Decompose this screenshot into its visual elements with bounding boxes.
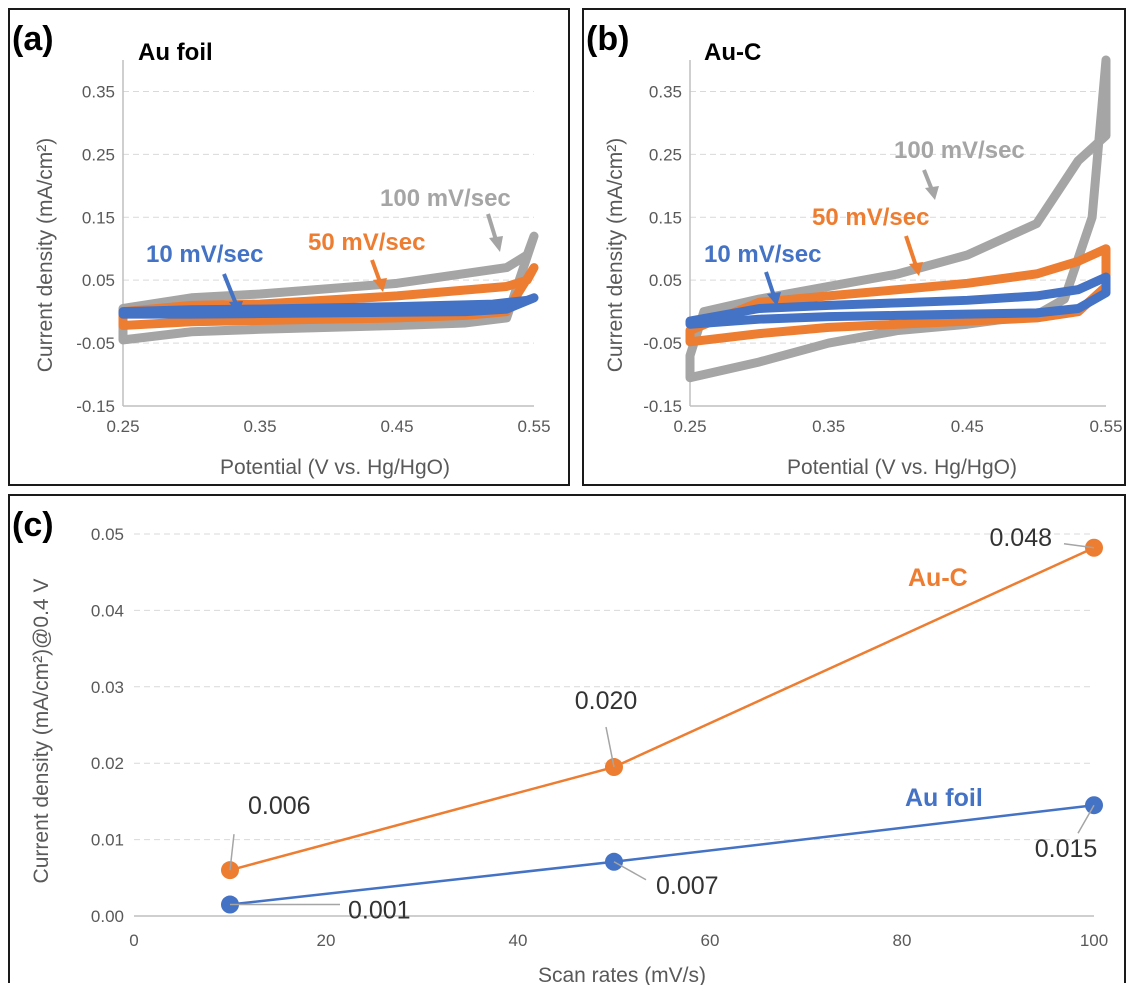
x-tick-label-b: 0.45	[951, 417, 984, 436]
arrow-10mv-a	[222, 273, 238, 305]
x-tick-label-a: 0.35	[243, 417, 276, 436]
chart-scan-rate: (c) 0.00 0.01 0.02 0.03 0.04 0.05 0 20 40 60 80 10…	[12, 506, 1108, 985]
chart-au-foil: (a) Au foil -0.15 -0.05 0.05 0.15 0.25 0.35 0…	[12, 20, 551, 479]
panel-letter-b: (b)	[586, 20, 629, 58]
arrow-100mv-a	[486, 213, 498, 241]
x-tick-label-b: 0.25	[673, 417, 706, 436]
x-axis-title-b: Potential (V vs. Hg/HgO)	[787, 456, 1017, 479]
y-tick-label-c: 0.04	[91, 601, 124, 620]
annotation-10mv-b: 10 mV/sec	[704, 241, 821, 268]
y-tick-label-b: 0.35	[649, 82, 682, 101]
series-50mvsec-b	[685, 244, 1111, 347]
data-point-au-c	[605, 758, 623, 777]
chart-title-b: Au-C	[704, 39, 761, 66]
series-label-au-c: Au-C	[908, 564, 968, 592]
panel-c: (c) 0.00 0.01 0.02 0.03 0.04 0.05 0 20 40 60 80 10…	[8, 494, 1126, 985]
y-tick-label-c: 0.03	[91, 678, 124, 697]
data-label: 0.007	[656, 872, 719, 900]
annotation-10mv-a: 10 mV/sec	[146, 241, 263, 268]
y-tick-label-b: 0.15	[649, 208, 682, 227]
data-point-au-c	[221, 861, 239, 880]
y-tick-label-b: -0.15	[643, 397, 682, 416]
chart-au-c: (b) Au-C -0.15 -0.05 0.05 0.15 0.25 0.35 0.25…	[586, 20, 1123, 479]
x-axis-title-c: Scan rates (mV/s)	[538, 964, 706, 985]
y-tick-label-a: 0.35	[82, 82, 115, 101]
y-tick-label-c: 0.00	[91, 907, 124, 926]
x-tick-label-a: 0.25	[106, 417, 139, 436]
arrowhead-50mv-a	[373, 278, 387, 292]
data-label-leader	[613, 861, 647, 881]
x-tick-label-c: 0	[129, 931, 138, 950]
y-tick-label-b: 0.25	[649, 145, 682, 164]
y-axis-title-c: Current density (mA/cm²)@0.4 V	[30, 579, 53, 884]
panel-letter-c: (c)	[12, 506, 54, 544]
y-tick-label-c: 0.01	[91, 831, 124, 850]
arrow-50mv-a	[370, 259, 382, 283]
panel-letter-a: (a)	[12, 20, 54, 58]
arrow-10mv-b	[764, 271, 776, 297]
panel-b: (b) Au-C -0.15 -0.05 0.05 0.15 0.25 0.35 0.25…	[582, 8, 1126, 486]
arrowhead-50mv-b	[909, 262, 923, 276]
y-tick-label-a: 0.25	[82, 145, 115, 164]
x-tick-label-a: 0.55	[517, 417, 550, 436]
annotation-100mv-b: 100 mV/sec	[894, 137, 1025, 164]
y-tick-label-c: 0.02	[91, 754, 124, 773]
data-label: 0.048	[989, 524, 1052, 552]
data-label-leader	[1063, 543, 1095, 549]
x-tick-label-c: 40	[509, 931, 528, 950]
annotation-100mv-a: 100 mV/sec	[380, 185, 511, 212]
arrowhead-10mv-b	[767, 292, 781, 306]
arrowhead-100mv-b	[925, 186, 939, 200]
y-tick-label-b: 0.05	[649, 271, 682, 290]
arrow-100mv-b	[922, 169, 934, 191]
chart-title-a: Au foil	[138, 39, 213, 66]
data-label: 0.020	[575, 687, 638, 715]
arrow-50mv-b	[904, 235, 918, 267]
arrowhead-10mv-a	[229, 301, 243, 315]
arrowhead-100mv-a	[489, 236, 503, 252]
x-tick-label-b: 0.55	[1089, 417, 1122, 436]
x-axis-title-a: Potential (V vs. Hg/HgO)	[220, 456, 450, 479]
x-tick-label-c: 100	[1080, 931, 1108, 950]
data-point-au-c	[1085, 538, 1103, 557]
panel-a: (a) Au foil -0.15 -0.05 0.05 0.15 0.25 0.35 0…	[8, 8, 570, 486]
series-10mvsec-a	[118, 293, 539, 319]
data-point-au-foil	[605, 852, 623, 871]
annotation-50mv-b: 50 mV/sec	[812, 204, 929, 231]
series-10mvsec-b	[685, 272, 1111, 329]
y-axis-title-a: Current density (mA/cm²)	[34, 138, 57, 373]
x-tick-label-c: 80	[893, 931, 912, 950]
data-label-leader	[229, 834, 235, 871]
series-100mvsec-a	[118, 231, 539, 345]
x-tick-label-a: 0.45	[380, 417, 413, 436]
series-line-au-c	[229, 546, 1095, 872]
data-label: 0.006	[248, 792, 311, 820]
x-tick-label-b: 0.35	[812, 417, 845, 436]
y-tick-label-c: 0.05	[91, 525, 124, 544]
data-point-au-foil	[1085, 796, 1103, 815]
data-label-leader	[605, 726, 615, 768]
y-tick-label-a: 0.05	[82, 271, 115, 290]
series-label-au-foil: Au foil	[905, 784, 983, 812]
y-tick-label-a: -0.15	[76, 397, 115, 416]
x-tick-label-c: 20	[317, 931, 336, 950]
y-tick-label-b: -0.05	[643, 334, 682, 353]
data-label: 0.015	[1035, 835, 1098, 863]
y-axis-title-b: Current density (mA/cm²)	[604, 138, 627, 373]
data-label-leader	[1077, 804, 1095, 834]
x-tick-label-c: 60	[701, 931, 720, 950]
y-tick-label-a: -0.05	[76, 334, 115, 353]
data-label: 0.001	[348, 897, 411, 925]
y-tick-label-a: 0.15	[82, 208, 115, 227]
series-50mvsec-a	[118, 263, 539, 330]
annotation-50mv-a: 50 mV/sec	[308, 229, 425, 256]
